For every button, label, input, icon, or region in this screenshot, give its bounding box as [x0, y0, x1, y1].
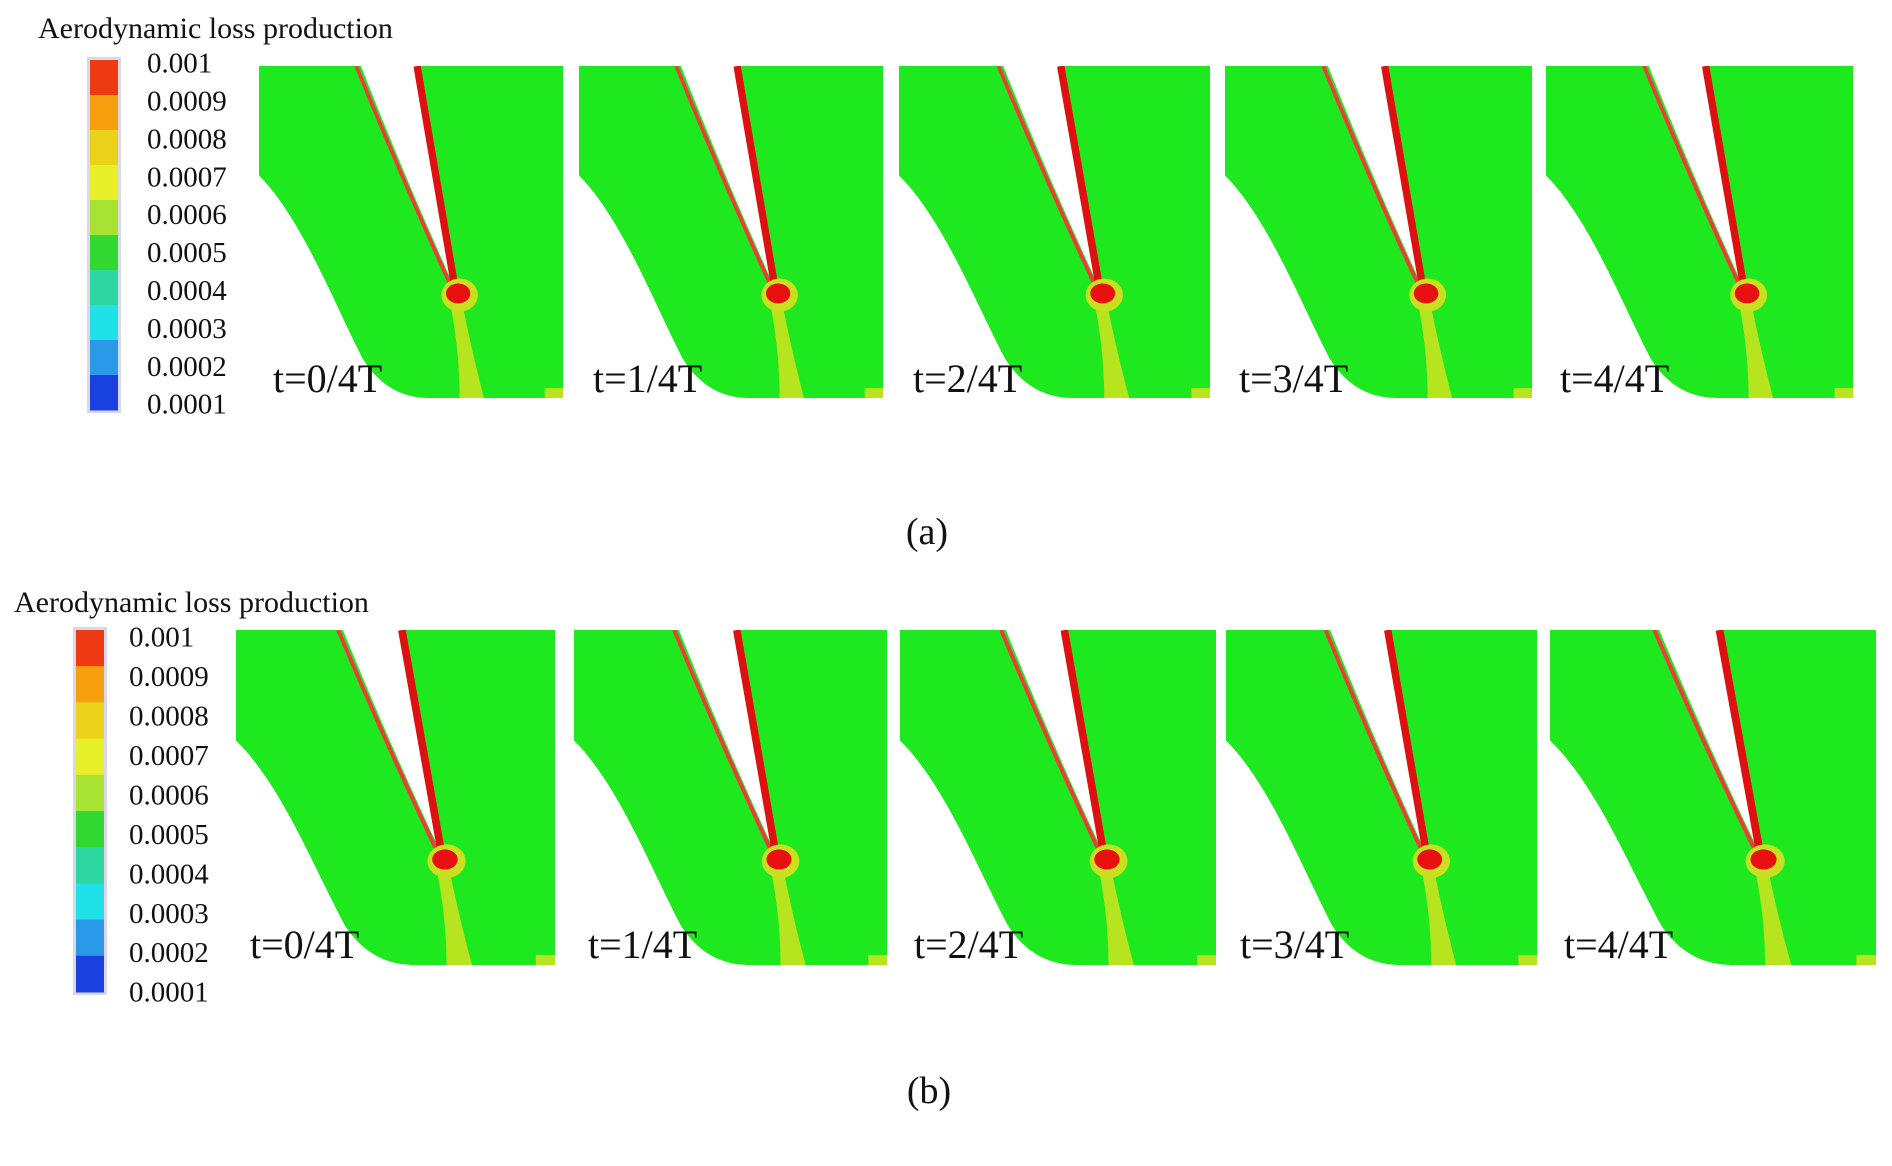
colorbar-label: 0.0007	[129, 740, 209, 772]
contour-frame	[259, 66, 563, 398]
colorbar-label: 0.0001	[129, 977, 209, 1009]
contour-frame	[236, 630, 555, 965]
colorbar-segment	[90, 340, 118, 376]
time-label: t=1/4T	[593, 356, 702, 401]
time-label: t=0/4T	[250, 922, 359, 967]
colorbar-segment	[76, 738, 104, 776]
time-label: t=2/4T	[913, 356, 1022, 401]
contour-frame	[899, 66, 1210, 398]
contour-frame	[1546, 66, 1853, 398]
colorbar-label: 0.0005	[147, 237, 227, 269]
colorbar-label: 0.0006	[129, 779, 209, 811]
contour-frame	[579, 66, 883, 398]
colorbar-label: 0.0007	[147, 161, 227, 193]
colorbar-label: 0.0008	[129, 701, 209, 733]
colorbar-segment	[90, 95, 118, 131]
colorbar-label: 0.0001	[147, 389, 227, 421]
colorbar-segment	[90, 305, 118, 341]
colorbar-label: 0.001	[129, 622, 194, 654]
time-label: t=2/4T	[914, 922, 1023, 967]
contour-frame	[1550, 630, 1876, 965]
colorbar-label: 0.0008	[147, 123, 227, 155]
colorbar-label: 0.0009	[129, 661, 209, 693]
panel-caption: (b)	[907, 1070, 951, 1112]
colorbar-segment	[76, 811, 104, 848]
time-label: t=3/4T	[1240, 922, 1349, 967]
colorbar-segment	[76, 666, 104, 703]
colorbar-label: 0.0006	[147, 199, 227, 231]
colorbar-segment	[90, 270, 118, 306]
colorbar-label: 0.0004	[129, 858, 209, 890]
legend-title: Aerodynamic loss production	[14, 586, 369, 619]
colorbar-segment	[90, 235, 118, 271]
colorbar-segment	[90, 375, 118, 411]
colorbar-label: 0.0009	[147, 86, 227, 118]
colorbar-segment	[76, 955, 104, 993]
colorbar-segment	[76, 847, 104, 884]
colorbar-segment	[90, 165, 118, 201]
legend-title: Aerodynamic loss production	[38, 12, 393, 45]
time-label: t=1/4T	[588, 922, 697, 967]
colorbar-segment	[90, 200, 118, 236]
colorbar-label: 0.0002	[147, 351, 227, 383]
colorbar-label: 0.0003	[129, 898, 209, 930]
time-label: t=4/4T	[1564, 922, 1673, 967]
colorbar-segment	[90, 60, 118, 96]
time-label: t=3/4T	[1239, 356, 1348, 401]
colorbar-segment	[76, 702, 104, 740]
colorbar-segment	[76, 883, 104, 921]
colorbar-label: 0.0005	[129, 819, 209, 851]
time-label: t=0/4T	[273, 356, 382, 401]
panel-caption: (a)	[906, 511, 948, 553]
contour-frame	[1225, 66, 1532, 398]
colorbar-label: 0.0003	[147, 313, 227, 345]
colorbar-segment	[76, 774, 104, 812]
colorbar-segment	[90, 130, 118, 166]
colorbar-segment	[76, 919, 104, 957]
contour-frame	[574, 630, 887, 965]
contour-frame	[1226, 630, 1537, 965]
time-label: t=4/4T	[1560, 356, 1669, 401]
colorbar-label: 0.0002	[129, 937, 209, 969]
colorbar-label: 0.001	[147, 48, 212, 80]
contour-frame	[900, 630, 1216, 965]
colorbar-label: 0.0004	[147, 275, 227, 307]
colorbar-segment	[76, 630, 104, 667]
